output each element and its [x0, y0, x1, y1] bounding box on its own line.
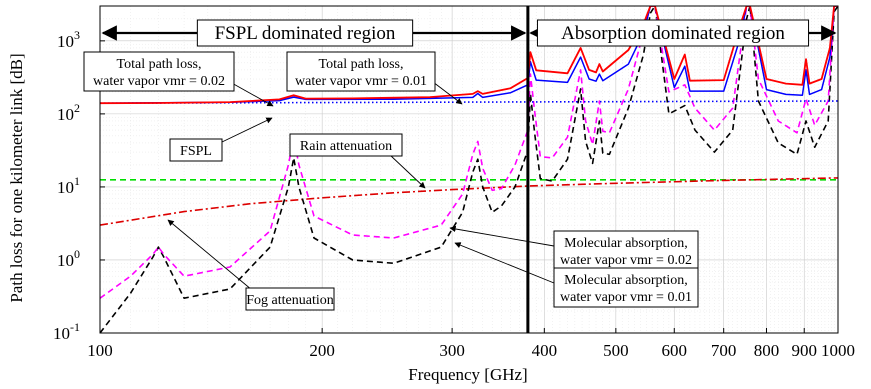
fspl-region-label: FSPL dominated region [215, 23, 396, 44]
absorption-region-label-group: Absorption dominated region [536, 19, 810, 47]
mol-002-label-text: Molecular absorption, [564, 236, 688, 251]
total-002-label-text: Total path loss, [117, 57, 202, 72]
total-002-label-arrow [229, 81, 274, 107]
y-tick-exponent: 2 [74, 101, 80, 115]
y-tick-label: 101 [57, 174, 80, 197]
mol-001-label-arrow [454, 242, 555, 284]
fspl-label-box [169, 138, 223, 162]
x-tick-label: 600 [662, 341, 688, 360]
mol-002-label-arrow [449, 225, 555, 247]
fspl-label-group: FSPL [169, 117, 273, 162]
fspl-region-label-box [196, 19, 414, 47]
fog-label-group: Fog attenuation [167, 219, 335, 311]
total-001-label-group: Total path loss, water vapor vmr = 0.01 [286, 51, 463, 105]
region-boundary: FSPL dominated region Absorption dominate… [101, 6, 837, 333]
series-line-fspl [100, 100, 838, 104]
mol-002-label-text: water vapor vmr = 0.02 [560, 253, 692, 268]
y-tick-exponent: -1 [70, 320, 80, 334]
series-line-total-001 [100, 6, 838, 104]
total-002-label-text: water vapor vmr = 0.02 [93, 74, 225, 89]
x-tick-label: 300 [439, 341, 465, 360]
fspl-region-label-group: FSPL dominated region [196, 19, 414, 47]
x-tick-label: 700 [711, 341, 737, 360]
total-002-label-box [83, 51, 235, 92]
total-001-label-text: Total path loss, [319, 57, 404, 72]
y-tick-label: 103 [57, 28, 80, 51]
x-tick-label: 500 [603, 341, 629, 360]
total-001-label-box [286, 51, 436, 92]
mol-002-label-group: Molecular absorption, water vapor vmr = 0… [449, 225, 699, 271]
x-tick-label: 800 [754, 341, 780, 360]
fog-label-arrow [167, 219, 253, 291]
mol-001-label-text: Molecular absorption, [564, 273, 688, 288]
fog-label-box [245, 287, 335, 311]
rain-label-box [289, 133, 403, 157]
total-001-label-text: water vapor vmr = 0.01 [295, 74, 427, 89]
absorption-region-label: Absorption dominated region [561, 23, 785, 44]
fspl-label-arrow [221, 117, 273, 143]
y-tick-label: 10-1 [53, 320, 80, 343]
y-tick-label: 100 [57, 247, 80, 270]
series-line-total-002 [100, 6, 838, 105]
rain-label-text: Rain attenuation [300, 139, 392, 154]
annotations: Total path loss,water vapor vmr = 0.02To… [83, 51, 699, 311]
rain-label-group: Rain attenuation [289, 133, 426, 189]
x-tick-label: 400 [532, 341, 558, 360]
x-tick-label: 1000 [821, 341, 855, 360]
y-axis-label: Path loss for one kilometer link [dB] [7, 53, 26, 302]
plot-frame [99, 5, 839, 334]
y-tick-exponent: 1 [74, 174, 80, 188]
x-axis-label: Frequency [GHz] [408, 365, 527, 384]
x-tick-label: 900 [791, 341, 817, 360]
rain-label-arrow [389, 154, 426, 189]
total-002-label-group: Total path loss, water vapor vmr = 0.02 [83, 51, 274, 107]
y-tick-exponent: 0 [74, 247, 80, 261]
y-tick-label: 102 [57, 101, 80, 124]
x-tick-label: 100 [87, 341, 113, 360]
total-001-label-arrow [432, 81, 463, 105]
absorption-region-label-box [536, 19, 810, 47]
y-tick-exponent: 3 [74, 28, 80, 42]
x-tick-label: 200 [309, 341, 335, 360]
fog-label-text: Fog attenuation [246, 293, 334, 308]
mol-001-label-group: Molecular absorption, water vapor vmr = 0… [454, 242, 699, 308]
mol-001-label-box [553, 267, 699, 308]
mol-001-label-text: water vapor vmr = 0.01 [560, 290, 692, 305]
series-line-fog [100, 177, 838, 226]
fspl-label-text: FSPL [180, 144, 212, 159]
